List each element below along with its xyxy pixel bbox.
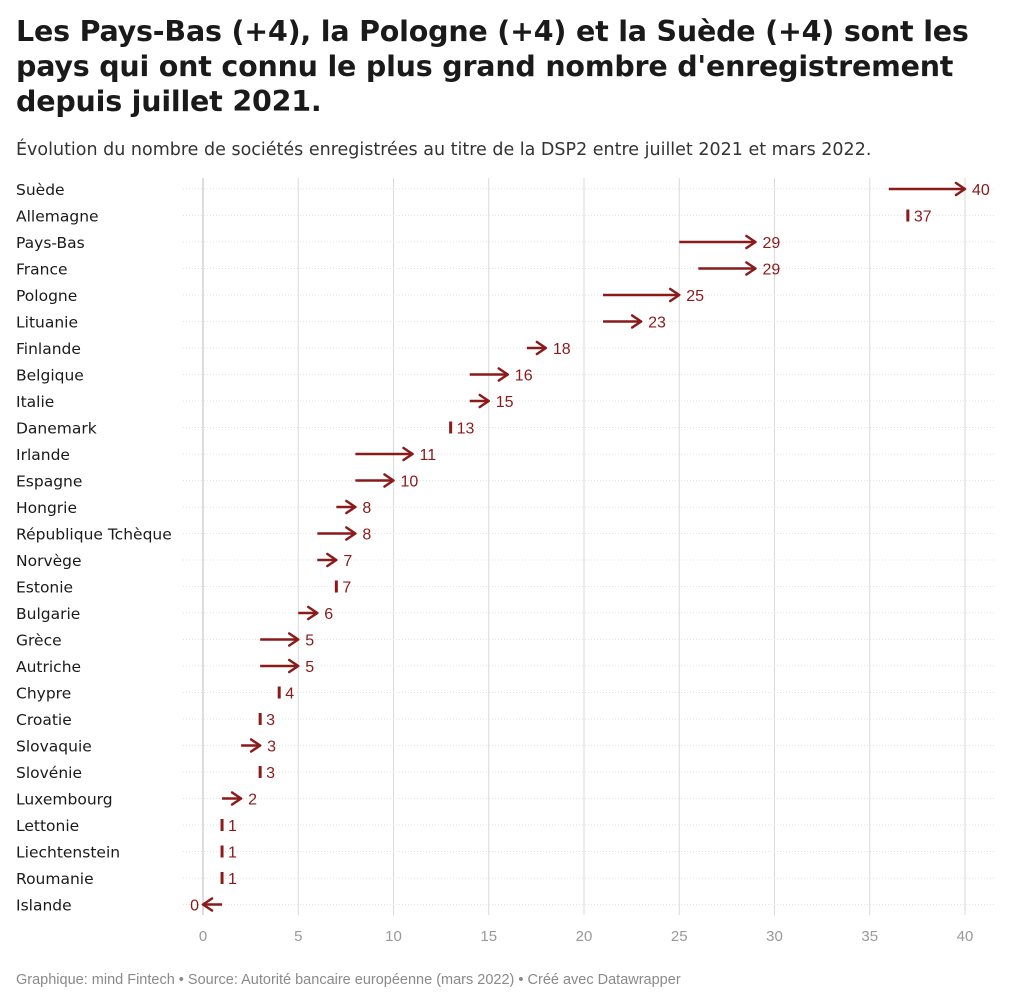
value-label: 3 [266, 712, 275, 729]
x-tick-label: 30 [766, 928, 783, 945]
category-label: Lettonie [16, 817, 79, 835]
footer-datawrapper-link[interactable]: Créé avec Datawrapper [527, 972, 681, 988]
arrow-head [288, 632, 300, 647]
arrow-head [345, 526, 357, 541]
value-label: 2 [248, 792, 257, 809]
value-label: 3 [267, 739, 276, 756]
category-label: Islande [16, 897, 72, 915]
value-label: 5 [305, 659, 314, 676]
value-label: 25 [686, 288, 704, 305]
category-label: Italie [16, 393, 54, 411]
category-label: France [16, 261, 68, 279]
value-label: 1 [228, 845, 237, 862]
category-label: Espagne [16, 473, 82, 491]
arrow-head [497, 367, 510, 382]
category-label: Lituanie [16, 314, 78, 332]
category-label: Liechtenstein [16, 844, 120, 862]
chart-subtitle: Évolution du nombre de sociétés enregist… [16, 140, 872, 160]
category-label: Roumanie [16, 870, 94, 888]
x-tick-label: 20 [576, 928, 593, 945]
arrow-head [288, 658, 300, 674]
category-label: Norvège [16, 552, 82, 570]
x-tick-label: 15 [480, 928, 497, 945]
category-label: République Tchèque [16, 526, 172, 544]
category-label: Luxembourg [16, 791, 113, 809]
value-label: 6 [324, 606, 333, 623]
value-label: 8 [362, 500, 371, 517]
category-label: Pays-Bas [16, 234, 85, 252]
arrow-head [745, 234, 757, 250]
footer-separator: • [514, 972, 528, 988]
category-label: Bulgarie [16, 605, 80, 623]
arrow-head [326, 552, 338, 568]
value-label: 15 [496, 394, 514, 411]
value-label: 10 [401, 474, 419, 491]
category-label: Irlande [16, 446, 70, 464]
arrow-head [230, 791, 243, 806]
value-label: 29 [762, 262, 780, 279]
category-label: Slovaquie [16, 738, 92, 756]
value-label: 16 [515, 368, 533, 385]
value-label: 3 [266, 765, 275, 782]
category-label: Danemark [16, 420, 97, 438]
category-label: Finlande [16, 340, 81, 358]
x-tick-label: 5 [294, 928, 302, 945]
category-label: Suède [16, 181, 65, 199]
value-label: 40 [972, 182, 990, 199]
value-label: 29 [762, 235, 780, 252]
value-label: 7 [342, 580, 351, 597]
category-label: Pologne [16, 287, 77, 305]
value-label: 8 [362, 527, 371, 544]
value-label: 1 [228, 818, 237, 835]
category-label: Slovénie [16, 764, 82, 782]
value-label: 23 [648, 315, 666, 332]
footer-source: Source: Autorité bancaire européenne (ma… [187, 972, 515, 988]
arrow-head [535, 340, 548, 356]
category-label: Hongrie [16, 499, 77, 517]
arrow-head [307, 605, 319, 621]
x-tick-label: 0 [199, 928, 207, 945]
x-tick-label: 40 [957, 928, 974, 945]
category-label: Belgique [16, 367, 84, 385]
value-label: 18 [553, 341, 571, 358]
chart-title: Les Pays-Bas (+4), la Pologne (+4) et la… [16, 15, 969, 118]
arrow-head [383, 473, 395, 488]
category-label: Allemagne [16, 208, 99, 226]
value-label: 5 [305, 633, 314, 650]
arrow-head [478, 393, 490, 409]
arrow-head [201, 897, 214, 912]
arrow-head [954, 181, 967, 197]
category-label: Grèce [16, 632, 62, 650]
value-label: 0 [190, 898, 199, 915]
footer-separator: • [174, 972, 188, 988]
arrow-head [249, 738, 262, 753]
value-label: 1 [228, 871, 237, 888]
value-label: 11 [420, 447, 437, 464]
value-label: 37 [914, 209, 932, 226]
category-label: Croatie [16, 711, 72, 729]
x-tick-label: 25 [671, 928, 688, 945]
arrow-head [745, 261, 757, 276]
arrow-head [669, 287, 681, 303]
category-label: Autriche [16, 658, 81, 676]
value-label: 13 [457, 421, 475, 438]
category-label: Estonie [16, 579, 73, 597]
footer: Graphique: mind Fintech • Source: Autori… [16, 972, 681, 988]
arrow-head [630, 314, 643, 329]
x-tick-label: 10 [385, 928, 402, 945]
value-label: 4 [285, 686, 294, 703]
category-label: Chypre [16, 685, 71, 703]
x-tick-label: 35 [861, 928, 878, 945]
value-label: 7 [343, 553, 352, 570]
arrow-head [345, 499, 357, 515]
footer-credit: Graphique: mind Fintech [16, 972, 175, 988]
arrow-head [402, 446, 414, 462]
